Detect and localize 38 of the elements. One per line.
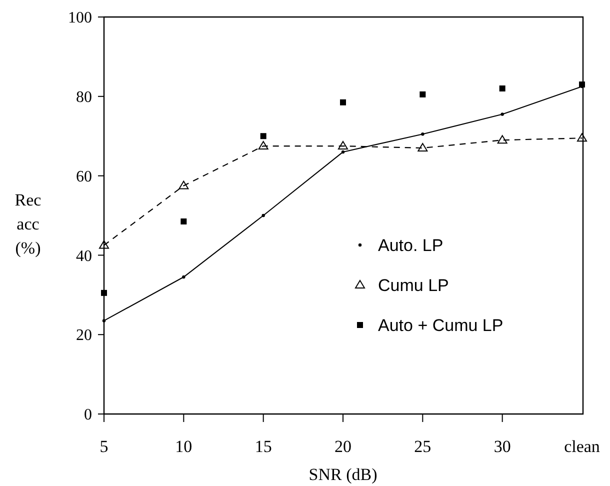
point <box>182 275 186 279</box>
point <box>260 133 266 140</box>
point <box>577 133 587 142</box>
y-tick-label: 80 <box>76 89 92 106</box>
point <box>418 143 428 152</box>
legend-label: Cumu LP <box>378 276 449 295</box>
x-tick-label: 25 <box>414 437 432 456</box>
x-tick-label: 20 <box>334 437 352 456</box>
point <box>178 180 189 190</box>
y-tick-label: 40 <box>76 248 92 265</box>
point <box>102 319 106 322</box>
point <box>499 85 506 92</box>
x-tick-label: 5 <box>100 437 108 456</box>
point <box>420 91 426 98</box>
y-tick-label: 100 <box>68 10 92 27</box>
point <box>258 141 268 150</box>
legend-label: Auto + Cumu LP <box>378 316 504 335</box>
point <box>262 214 265 218</box>
point <box>579 81 585 88</box>
y-tick-label: 60 <box>76 168 92 186</box>
x-axis-title: SNR (dB) <box>308 465 378 484</box>
point <box>341 150 345 154</box>
point <box>340 99 346 106</box>
point <box>338 141 348 150</box>
x-tick-label: 10 <box>175 437 192 456</box>
point <box>180 218 187 224</box>
y-axis-title: Rec acc (%) <box>14 190 42 258</box>
x-tick-label: 15 <box>254 437 272 456</box>
point <box>500 112 504 116</box>
point <box>421 132 424 136</box>
x-tick-label: 30 <box>494 437 511 456</box>
point <box>101 290 107 296</box>
legend-label: Auto. LP <box>378 236 444 255</box>
y-tick-label: 20 <box>76 327 92 344</box>
y-tick-label: 0 <box>84 406 92 424</box>
point <box>99 240 109 249</box>
x-tick-label: clean <box>564 437 600 456</box>
point <box>497 135 508 144</box>
